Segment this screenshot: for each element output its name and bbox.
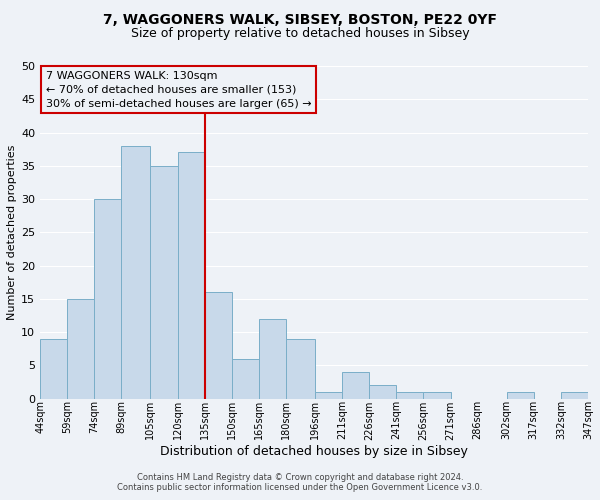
Text: 7, WAGGONERS WALK, SIBSEY, BOSTON, PE22 0YF: 7, WAGGONERS WALK, SIBSEY, BOSTON, PE22 … bbox=[103, 12, 497, 26]
Bar bbox=[205, 292, 232, 399]
Bar bbox=[40, 339, 67, 398]
Bar bbox=[67, 299, 94, 398]
Bar bbox=[259, 319, 286, 398]
Text: Contains public sector information licensed under the Open Government Licence v3: Contains public sector information licen… bbox=[118, 484, 482, 492]
Bar bbox=[424, 392, 451, 398]
Bar bbox=[178, 152, 205, 398]
Bar bbox=[121, 146, 151, 399]
Text: Size of property relative to detached houses in Sibsey: Size of property relative to detached ho… bbox=[131, 28, 469, 40]
Bar bbox=[397, 392, 424, 398]
Bar bbox=[94, 199, 121, 398]
X-axis label: Distribution of detached houses by size in Sibsey: Distribution of detached houses by size … bbox=[160, 445, 468, 458]
Bar bbox=[506, 392, 534, 398]
Bar bbox=[151, 166, 178, 398]
Bar bbox=[232, 359, 259, 399]
Bar bbox=[315, 392, 342, 398]
Bar bbox=[286, 339, 315, 398]
Text: Contains HM Land Registry data © Crown copyright and database right 2024.: Contains HM Land Registry data © Crown c… bbox=[137, 474, 463, 482]
Y-axis label: Number of detached properties: Number of detached properties bbox=[7, 144, 17, 320]
Bar bbox=[342, 372, 369, 398]
Bar bbox=[369, 386, 397, 398]
Bar bbox=[561, 392, 588, 398]
Text: 7 WAGGONERS WALK: 130sqm
← 70% of detached houses are smaller (153)
30% of semi-: 7 WAGGONERS WALK: 130sqm ← 70% of detach… bbox=[46, 71, 311, 109]
